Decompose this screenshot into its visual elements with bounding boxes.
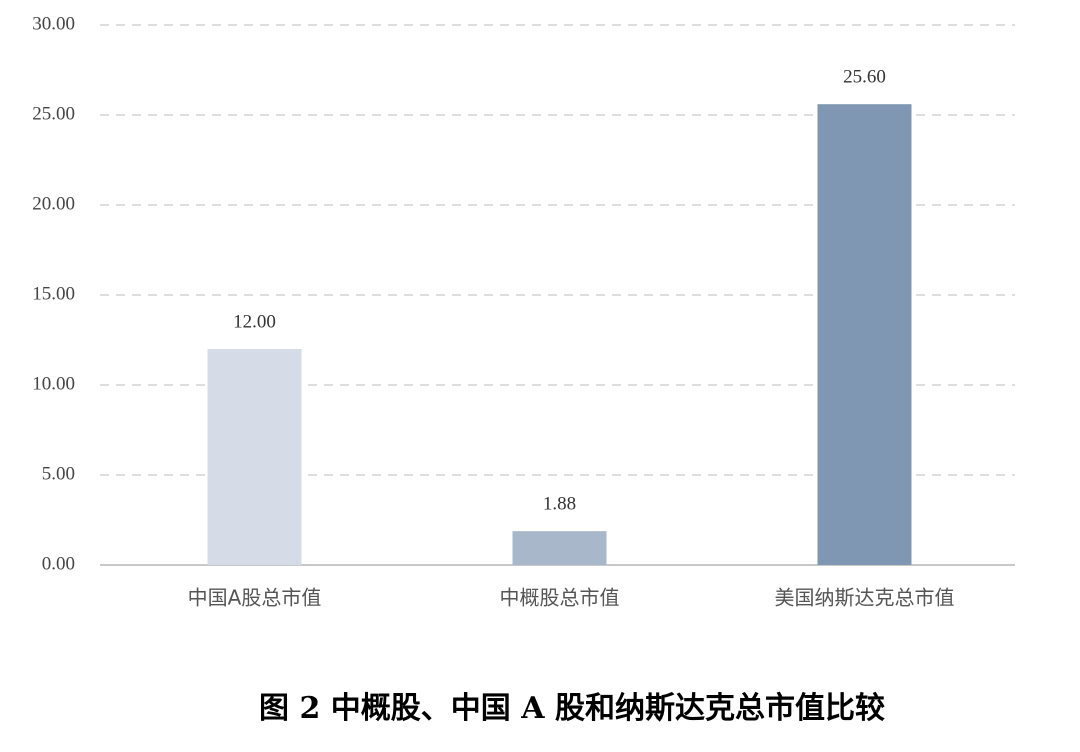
- y-tick-label: 10.00: [32, 373, 75, 394]
- x-tick-label: 中国A股总市值: [188, 586, 322, 610]
- x-tick-label: 中概股总市值: [500, 586, 620, 610]
- bar: [207, 349, 302, 565]
- x-tick-label: 美国纳斯达克总市值: [775, 586, 955, 610]
- y-tick-label: 15.00: [32, 283, 75, 304]
- bar: [512, 531, 607, 565]
- chart-title: 图 2 中概股、中国 A 股和纳斯达克总市值比较: [259, 691, 885, 726]
- value-label: 25.60: [843, 67, 886, 88]
- bar: [817, 104, 912, 565]
- y-tick-label: 5.00: [42, 463, 75, 484]
- y-tick-label: 20.00: [32, 193, 75, 214]
- value-label: 12.00: [233, 311, 276, 332]
- y-tick-label: 0.00: [42, 553, 75, 574]
- y-tick-label: 30.00: [32, 13, 75, 34]
- value-label: 1.88: [543, 494, 576, 515]
- y-tick-label: 25.00: [32, 103, 75, 124]
